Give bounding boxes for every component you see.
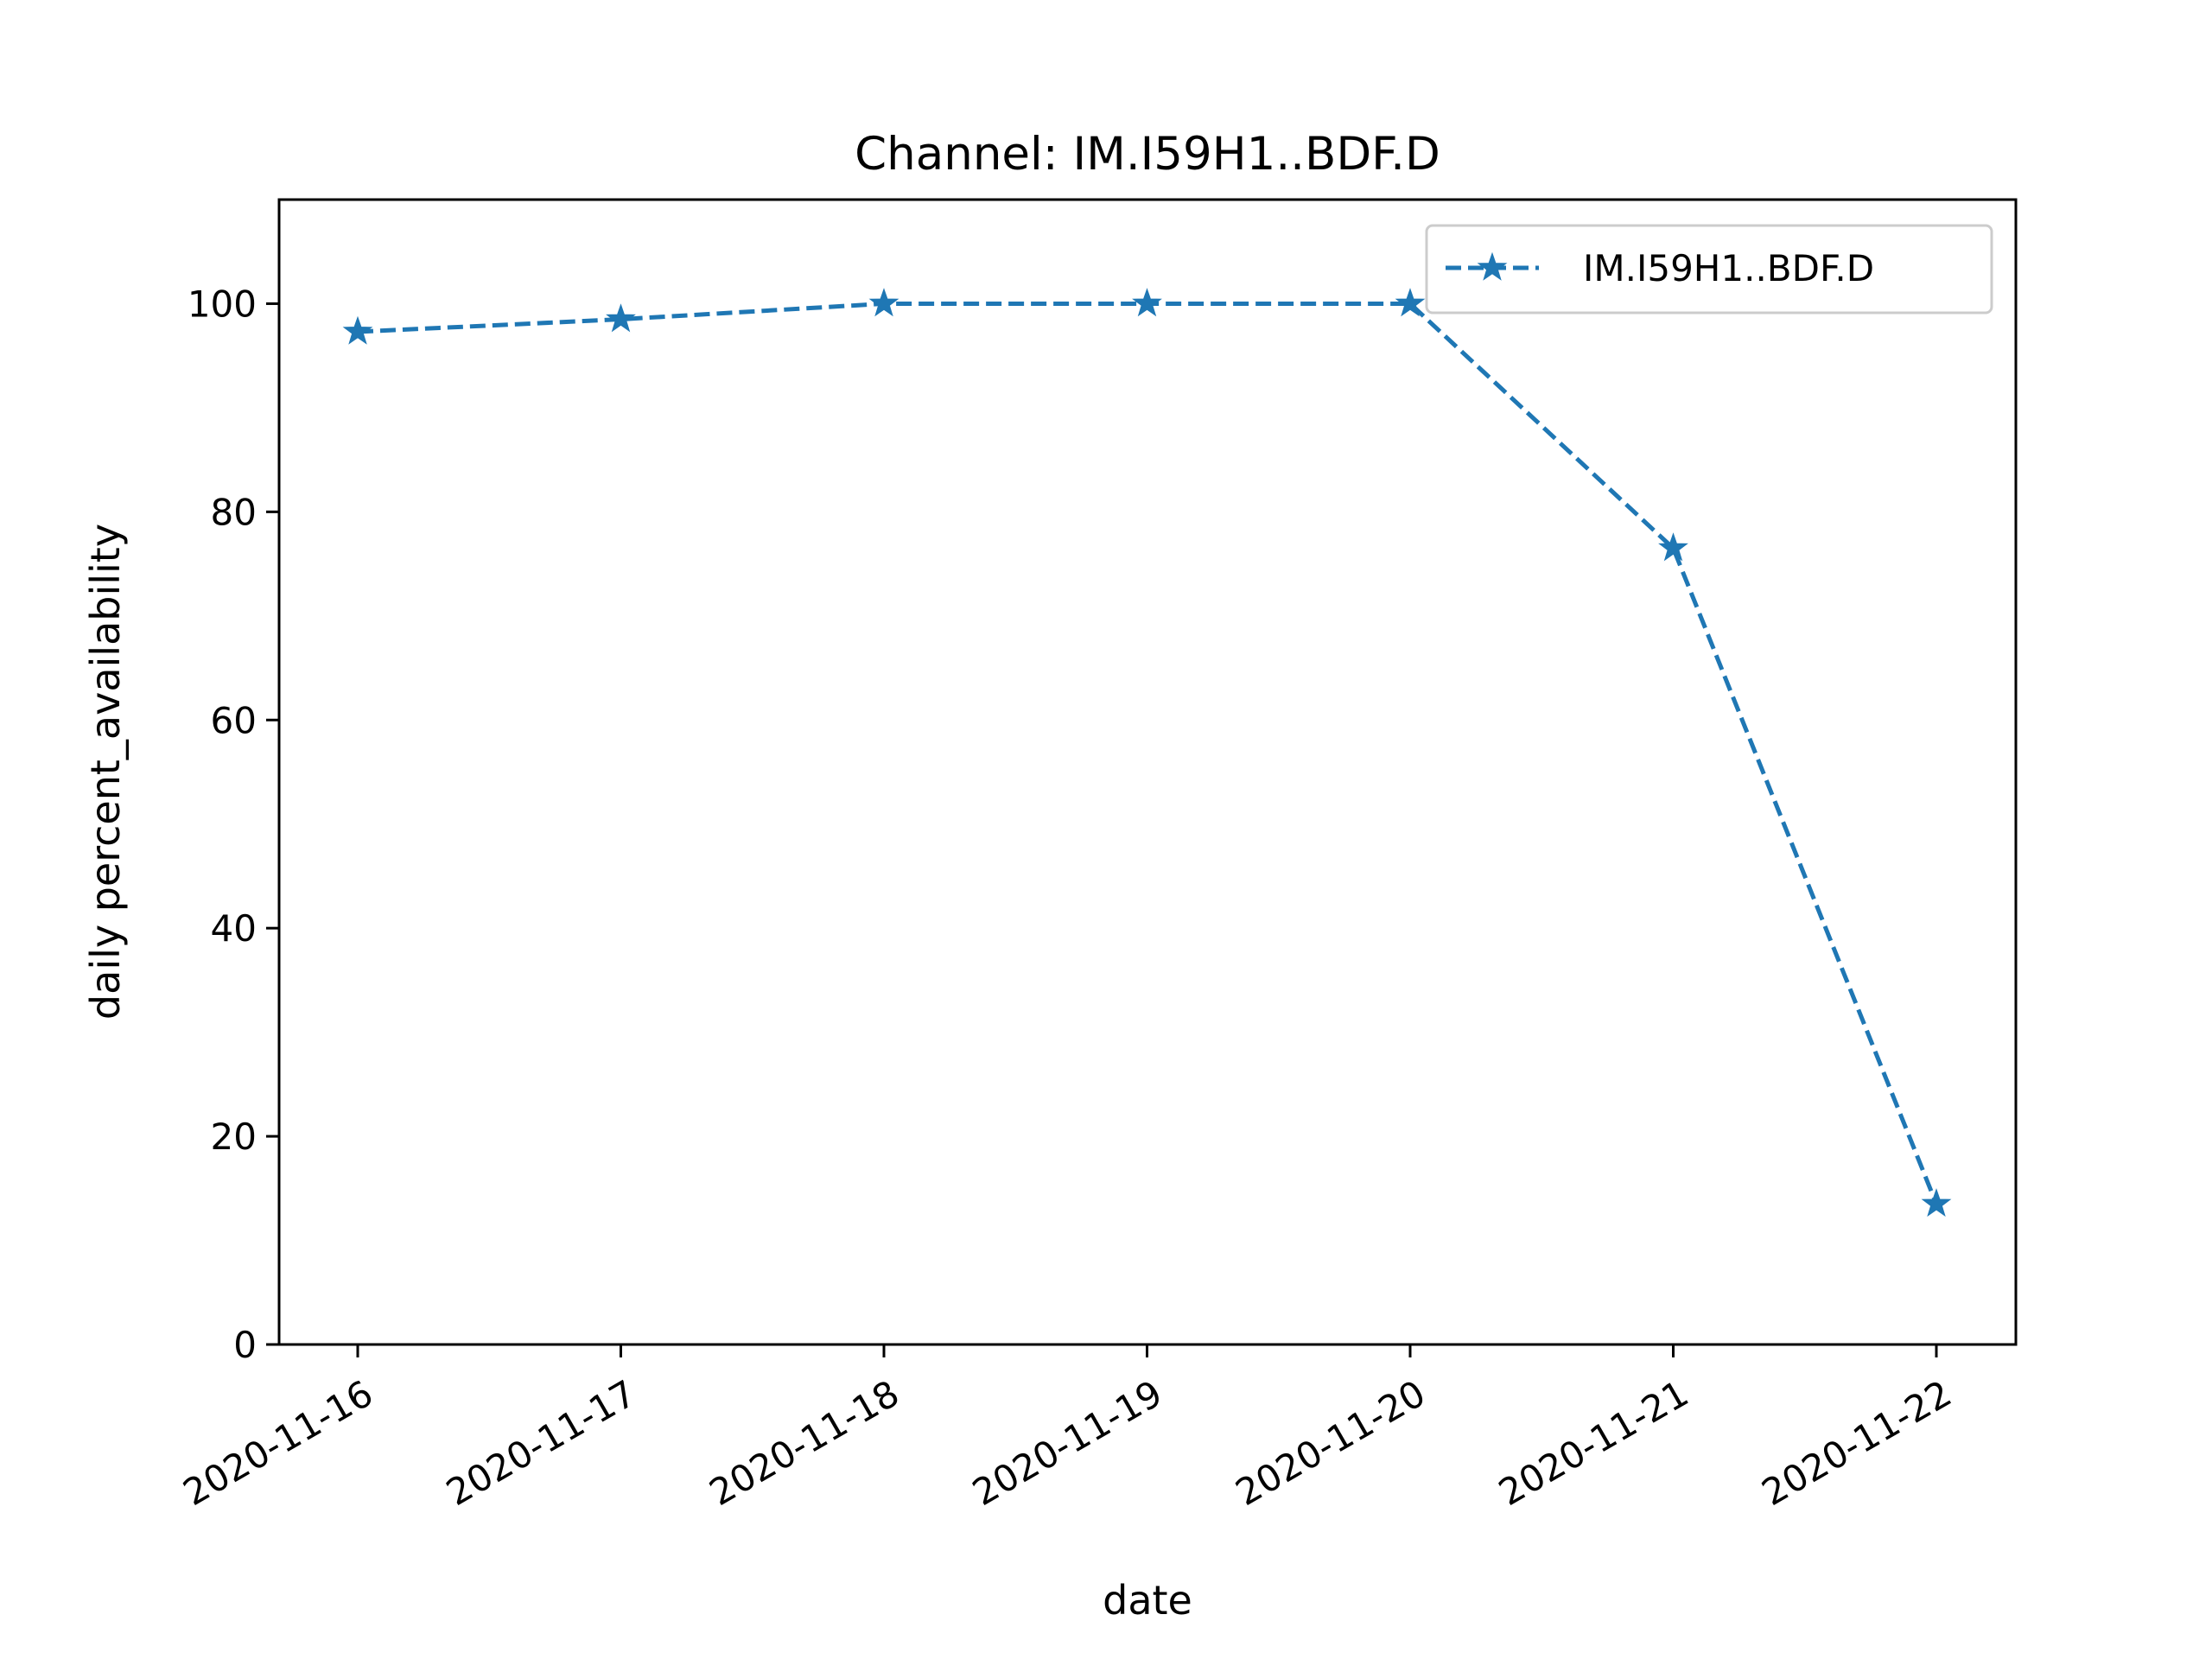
- y-tick-label: 0: [233, 1324, 257, 1366]
- legend-label: IM.I59H1..BDF.D: [1583, 247, 1874, 289]
- legend-box: [1425, 224, 1993, 315]
- data-point-marker: [342, 315, 373, 345]
- y-tick-label: 20: [211, 1116, 257, 1158]
- data-point-marker: [1658, 532, 1688, 562]
- y-axis: 0 20 40 60 80 100: [188, 283, 279, 1366]
- legend: IM.I59H1..BDF.D: [1425, 224, 1993, 315]
- y-axis-label: daily percent_availability: [82, 524, 129, 1020]
- y-tick-label: 60: [211, 699, 257, 741]
- x-axis-label: date: [1103, 1577, 1192, 1624]
- data-point-marker: [1395, 288, 1426, 317]
- legend-star-marker: [1477, 251, 1508, 281]
- data-point-marker: [868, 288, 899, 317]
- y-tick-label: 40: [211, 907, 257, 950]
- chart-title: Channel: IM.I59H1..BDF.D: [855, 128, 1440, 181]
- data-point-marker: [1132, 288, 1162, 317]
- y-tick-label: 100: [188, 283, 257, 325]
- series-layer: [342, 288, 1952, 1217]
- y-tick-label: 80: [211, 491, 257, 533]
- plot-area: [277, 198, 2018, 1346]
- data-point-marker: [606, 303, 636, 333]
- data-point-marker: [1921, 1188, 1952, 1217]
